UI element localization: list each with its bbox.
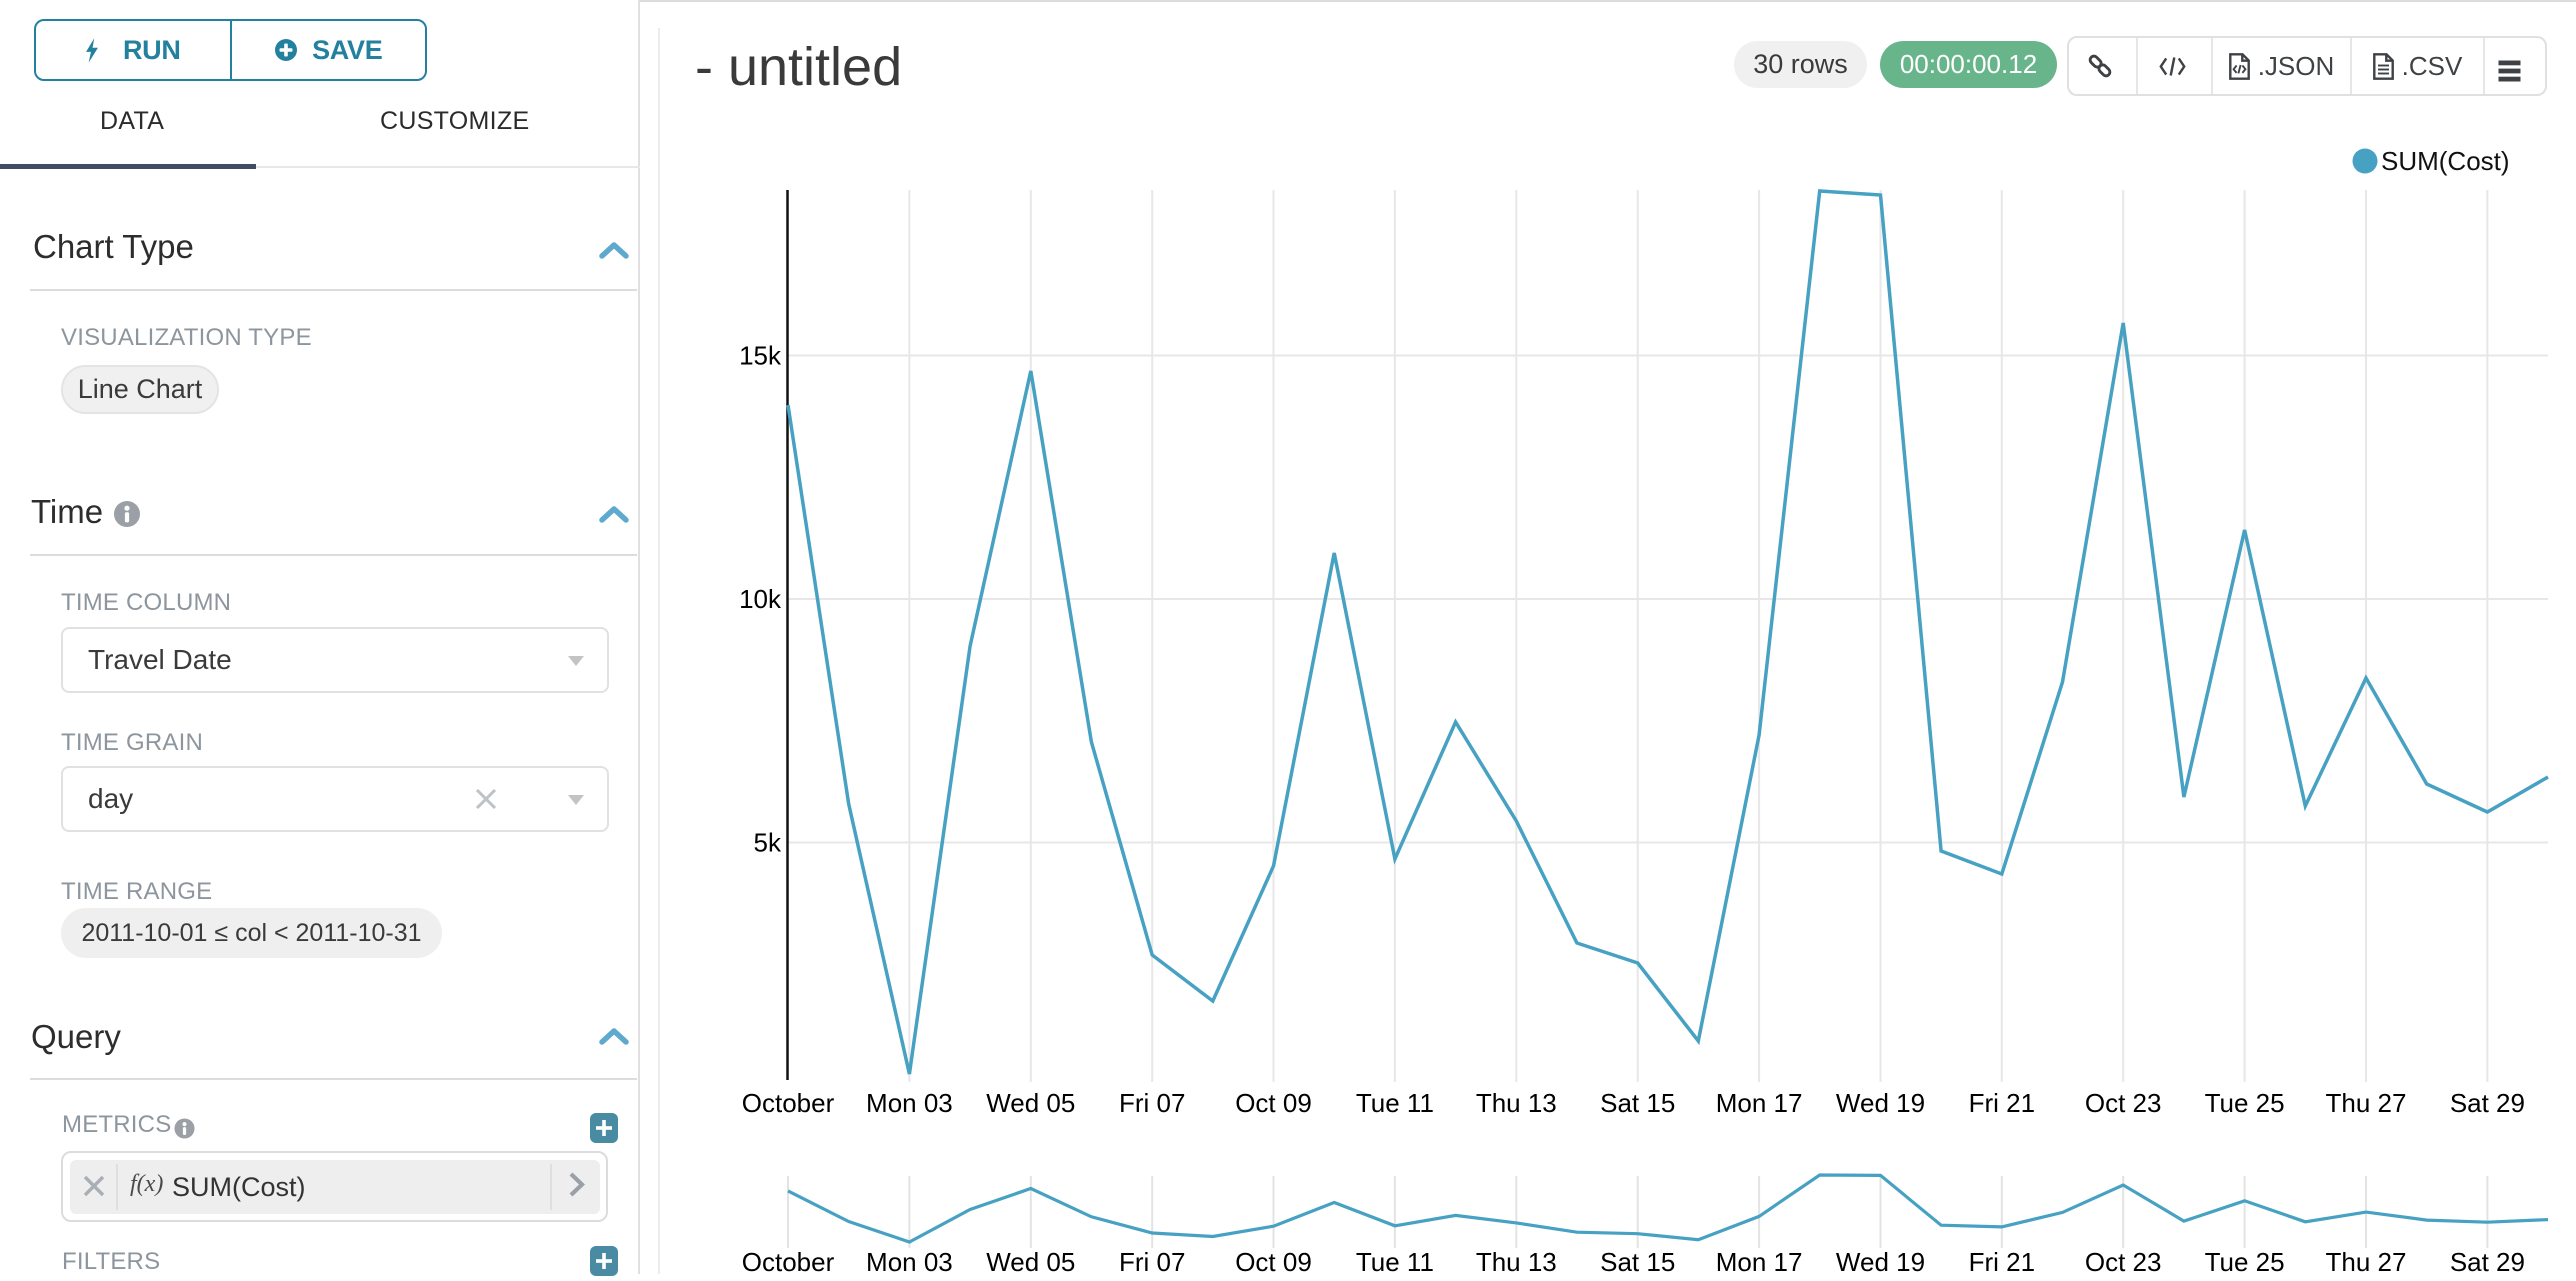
- svg-text:Mon 17: Mon 17: [1716, 1088, 1803, 1118]
- svg-text:Wed 19: Wed 19: [1836, 1088, 1925, 1118]
- svg-text:Oct 09: Oct 09: [1235, 1247, 1312, 1274]
- svg-text:Mon 03: Mon 03: [866, 1247, 953, 1274]
- svg-text:Thu 13: Thu 13: [1476, 1088, 1557, 1118]
- svg-text:Sat 15: Sat 15: [1600, 1247, 1675, 1274]
- svg-text:Mon 03: Mon 03: [866, 1088, 953, 1118]
- svg-text:Oct 23: Oct 23: [2085, 1247, 2162, 1274]
- svg-text:Wed 05: Wed 05: [986, 1247, 1075, 1274]
- svg-text:Fri 21: Fri 21: [1969, 1247, 2035, 1274]
- svg-text:Tue 11: Tue 11: [1356, 1088, 1434, 1118]
- svg-text:5k: 5k: [754, 828, 782, 858]
- svg-text:Thu 13: Thu 13: [1476, 1247, 1557, 1274]
- svg-text:Thu 27: Thu 27: [2326, 1088, 2407, 1118]
- svg-text:Wed 05: Wed 05: [986, 1088, 1075, 1118]
- svg-text:Fri 07: Fri 07: [1119, 1088, 1185, 1118]
- svg-text:October: October: [742, 1088, 835, 1118]
- svg-text:Mon 17: Mon 17: [1716, 1247, 1803, 1274]
- svg-text:Fri 07: Fri 07: [1119, 1247, 1185, 1274]
- svg-text:Sat 29: Sat 29: [2450, 1088, 2525, 1118]
- svg-text:SUM(Cost): SUM(Cost): [2381, 146, 2510, 176]
- svg-text:10k: 10k: [739, 584, 782, 614]
- svg-text:Wed 19: Wed 19: [1836, 1247, 1925, 1274]
- svg-text:Oct 09: Oct 09: [1235, 1088, 1312, 1118]
- svg-text:Oct 23: Oct 23: [2085, 1088, 2162, 1118]
- svg-text:Tue 25: Tue 25: [2205, 1247, 2285, 1274]
- svg-text:Fri 21: Fri 21: [1969, 1088, 2035, 1118]
- svg-text:Tue 25: Tue 25: [2205, 1088, 2285, 1118]
- svg-text:Sat 15: Sat 15: [1600, 1088, 1675, 1118]
- svg-text:15k: 15k: [739, 341, 782, 371]
- svg-text:Tue 11: Tue 11: [1356, 1247, 1434, 1274]
- svg-text:Thu 27: Thu 27: [2326, 1247, 2407, 1274]
- svg-text:Sat 29: Sat 29: [2450, 1247, 2525, 1274]
- svg-text:October: October: [742, 1247, 835, 1274]
